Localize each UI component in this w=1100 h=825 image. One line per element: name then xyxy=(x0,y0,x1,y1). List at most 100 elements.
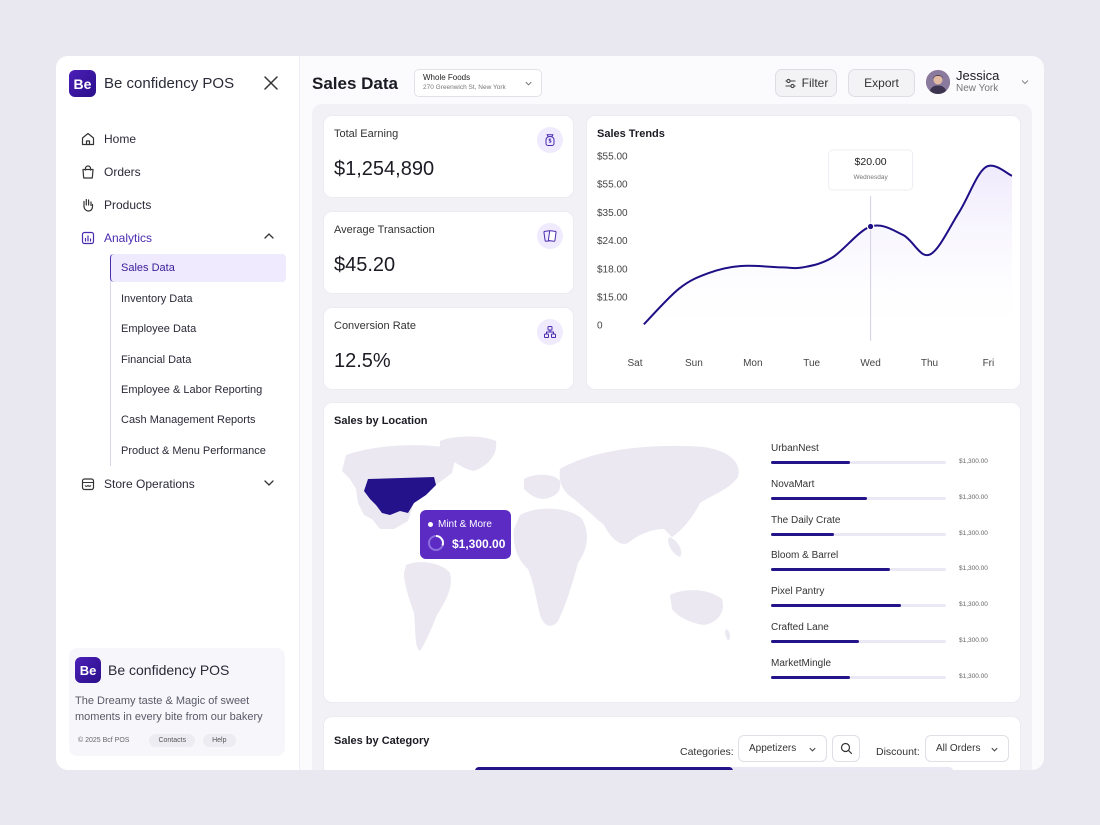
kpi-value: $45.20 xyxy=(334,254,396,276)
location-bar-fill xyxy=(771,461,850,464)
chevron-down-icon[interactable] xyxy=(262,476,276,490)
chevron-down-icon[interactable] xyxy=(1020,77,1030,87)
sidebar-item-analytics[interactable]: Analytics xyxy=(80,221,286,254)
promo-tagline: The Dreamy taste & Magic of sweet moment… xyxy=(75,695,263,723)
sales-trends-chart: $55.00 $55.00 $35.00 $24.00 $18.00 $15.00 0 Sat… xyxy=(597,149,1013,369)
location-row[interactable]: Bloom & Barrel $1,300.00 xyxy=(771,550,1001,584)
discount-select[interactable]: All Orders xyxy=(925,735,1009,762)
main-area: Sales Data Whole Foods 270 Greenwich St,… xyxy=(300,56,1044,770)
app-window: Be Be confidency POS Home Orders Product… xyxy=(56,56,1044,770)
x-tick-label: Sun xyxy=(685,358,703,369)
location-row[interactable]: NovaMart $1,300.00 xyxy=(771,479,1001,513)
user-location: New York xyxy=(956,83,999,94)
sidebar-item-home[interactable]: Home xyxy=(80,122,286,155)
location-bar-track xyxy=(771,496,946,500)
submenu-item-menu-performance[interactable]: Product & Menu Performance xyxy=(121,444,266,457)
analytics-submenu: Sales Data Inventory Data Employee Data … xyxy=(110,254,286,466)
sidebar-item-label: Analytics xyxy=(104,230,153,245)
location-bar-track xyxy=(771,640,946,643)
chevron-up-icon[interactable] xyxy=(262,229,276,243)
location-value: $1,300.00 xyxy=(959,637,988,644)
trend-area xyxy=(643,165,1012,326)
page-title: Sales Data xyxy=(312,74,398,93)
help-link[interactable]: Help xyxy=(203,734,236,747)
location-value: $1,300.00 xyxy=(959,565,988,573)
location-name: Crafted Lane xyxy=(771,622,829,633)
location-bar-fill xyxy=(771,675,850,679)
export-label: Export xyxy=(864,76,899,90)
location-row[interactable]: Crafted Lane $1,300.00 xyxy=(771,622,1001,656)
chart-tooltip-box xyxy=(828,149,914,191)
avatar[interactable] xyxy=(926,70,950,94)
search-button[interactable] xyxy=(832,735,860,762)
sidebar-item-store-operations[interactable]: Store Operations xyxy=(80,468,286,501)
chevron-down-icon xyxy=(525,81,532,86)
export-button[interactable]: Export xyxy=(848,69,915,97)
y-tick-label: $18.00 xyxy=(597,264,628,275)
location-bar-fill xyxy=(771,532,834,536)
home-icon xyxy=(81,132,95,145)
x-tick-label: Thu xyxy=(921,358,938,369)
location-row[interactable]: Pixel Pantry $1,300.00 xyxy=(771,586,1001,620)
location-bar-track xyxy=(771,604,946,608)
sliders-icon xyxy=(785,78,796,88)
kpi-label: Conversion Rate xyxy=(334,320,416,332)
sidebar-item-orders[interactable]: Orders xyxy=(80,155,286,188)
location-value: $1,300.00 xyxy=(959,458,988,465)
ring-progress-icon xyxy=(428,535,444,551)
sidebar-nav: Home Orders Products Analytics Sales Dat… xyxy=(80,122,286,501)
location-name: UrbanNest xyxy=(771,443,819,454)
kpi-card-conversion-rate: Conversion Rate 12.5% xyxy=(323,307,574,390)
cards-icon xyxy=(537,223,563,249)
discount-label: Discount: xyxy=(876,746,920,758)
hierarchy-icon xyxy=(537,319,563,345)
copyright: © 2025 Bcf POS xyxy=(78,737,130,744)
close-icon[interactable] xyxy=(262,74,280,92)
categories-select[interactable]: Appetizers xyxy=(738,735,827,762)
highlight-point xyxy=(866,222,875,231)
sidebar-item-label: Products xyxy=(104,197,152,212)
location-row[interactable]: The Daily Crate $1,300.00 xyxy=(771,515,1001,549)
user-photo xyxy=(926,70,950,94)
sidebar-item-label: Orders xyxy=(104,164,141,179)
world-map[interactable] xyxy=(334,433,754,673)
discount-value: All Orders xyxy=(936,743,981,754)
submenu-item-financial-data[interactable]: Financial Data xyxy=(121,353,192,366)
location-bar-track xyxy=(771,532,946,536)
location-bar-track xyxy=(771,675,946,679)
sidebar-item-products[interactable]: Products xyxy=(80,188,286,221)
submenu-item-cash-management[interactable]: Cash Management Reports xyxy=(121,414,256,427)
location-bar-fill xyxy=(771,568,890,572)
location-bar-track xyxy=(771,568,946,572)
category-bar-track xyxy=(475,767,953,770)
submenu-item-inventory-data[interactable]: Inventory Data xyxy=(121,293,193,306)
location-bar-fill xyxy=(771,640,859,643)
app-name: Be confidency POS xyxy=(104,75,235,92)
chevron-down-icon xyxy=(991,747,998,752)
y-tick-label: $55.00 xyxy=(597,152,628,163)
promo-name: Be confidency POS xyxy=(108,662,230,678)
brand[interactable]: Be Be confidency POS xyxy=(69,70,234,97)
usa-highlight[interactable] xyxy=(364,477,436,515)
sidebar-item-label: Home xyxy=(104,131,137,146)
y-tick-label: $15.00 xyxy=(597,293,628,304)
store-selector[interactable]: Whole Foods 270 Greenwich St, New York xyxy=(414,69,542,97)
location-name: MarketMingle xyxy=(771,657,832,669)
kpi-label: Average Transaction xyxy=(334,224,435,236)
submenu-item-labor-reporting[interactable]: Employee & Labor Reporting xyxy=(121,384,263,397)
y-tick-label: 0 xyxy=(597,321,603,332)
dot-icon xyxy=(428,522,433,527)
money-bag-icon xyxy=(537,127,563,153)
categories-value: Appetizers xyxy=(749,743,797,754)
y-tick-label: $55.00 xyxy=(597,180,628,191)
kpi-label: Total Earning xyxy=(334,128,399,140)
card-title: Sales by Category xyxy=(334,735,430,747)
contacts-link[interactable]: Contacts xyxy=(149,734,196,747)
location-row[interactable]: UrbanNest $1,300.00 xyxy=(771,443,1001,477)
location-row[interactable]: MarketMingle $1,300.00 xyxy=(771,658,1001,692)
location-bar-track xyxy=(771,461,946,464)
x-tick-label: Fri xyxy=(983,358,995,369)
filter-button[interactable]: Filter xyxy=(775,69,837,97)
submenu-item-sales-data[interactable]: Sales Data xyxy=(110,254,286,282)
submenu-item-employee-data[interactable]: Employee Data xyxy=(121,323,197,336)
